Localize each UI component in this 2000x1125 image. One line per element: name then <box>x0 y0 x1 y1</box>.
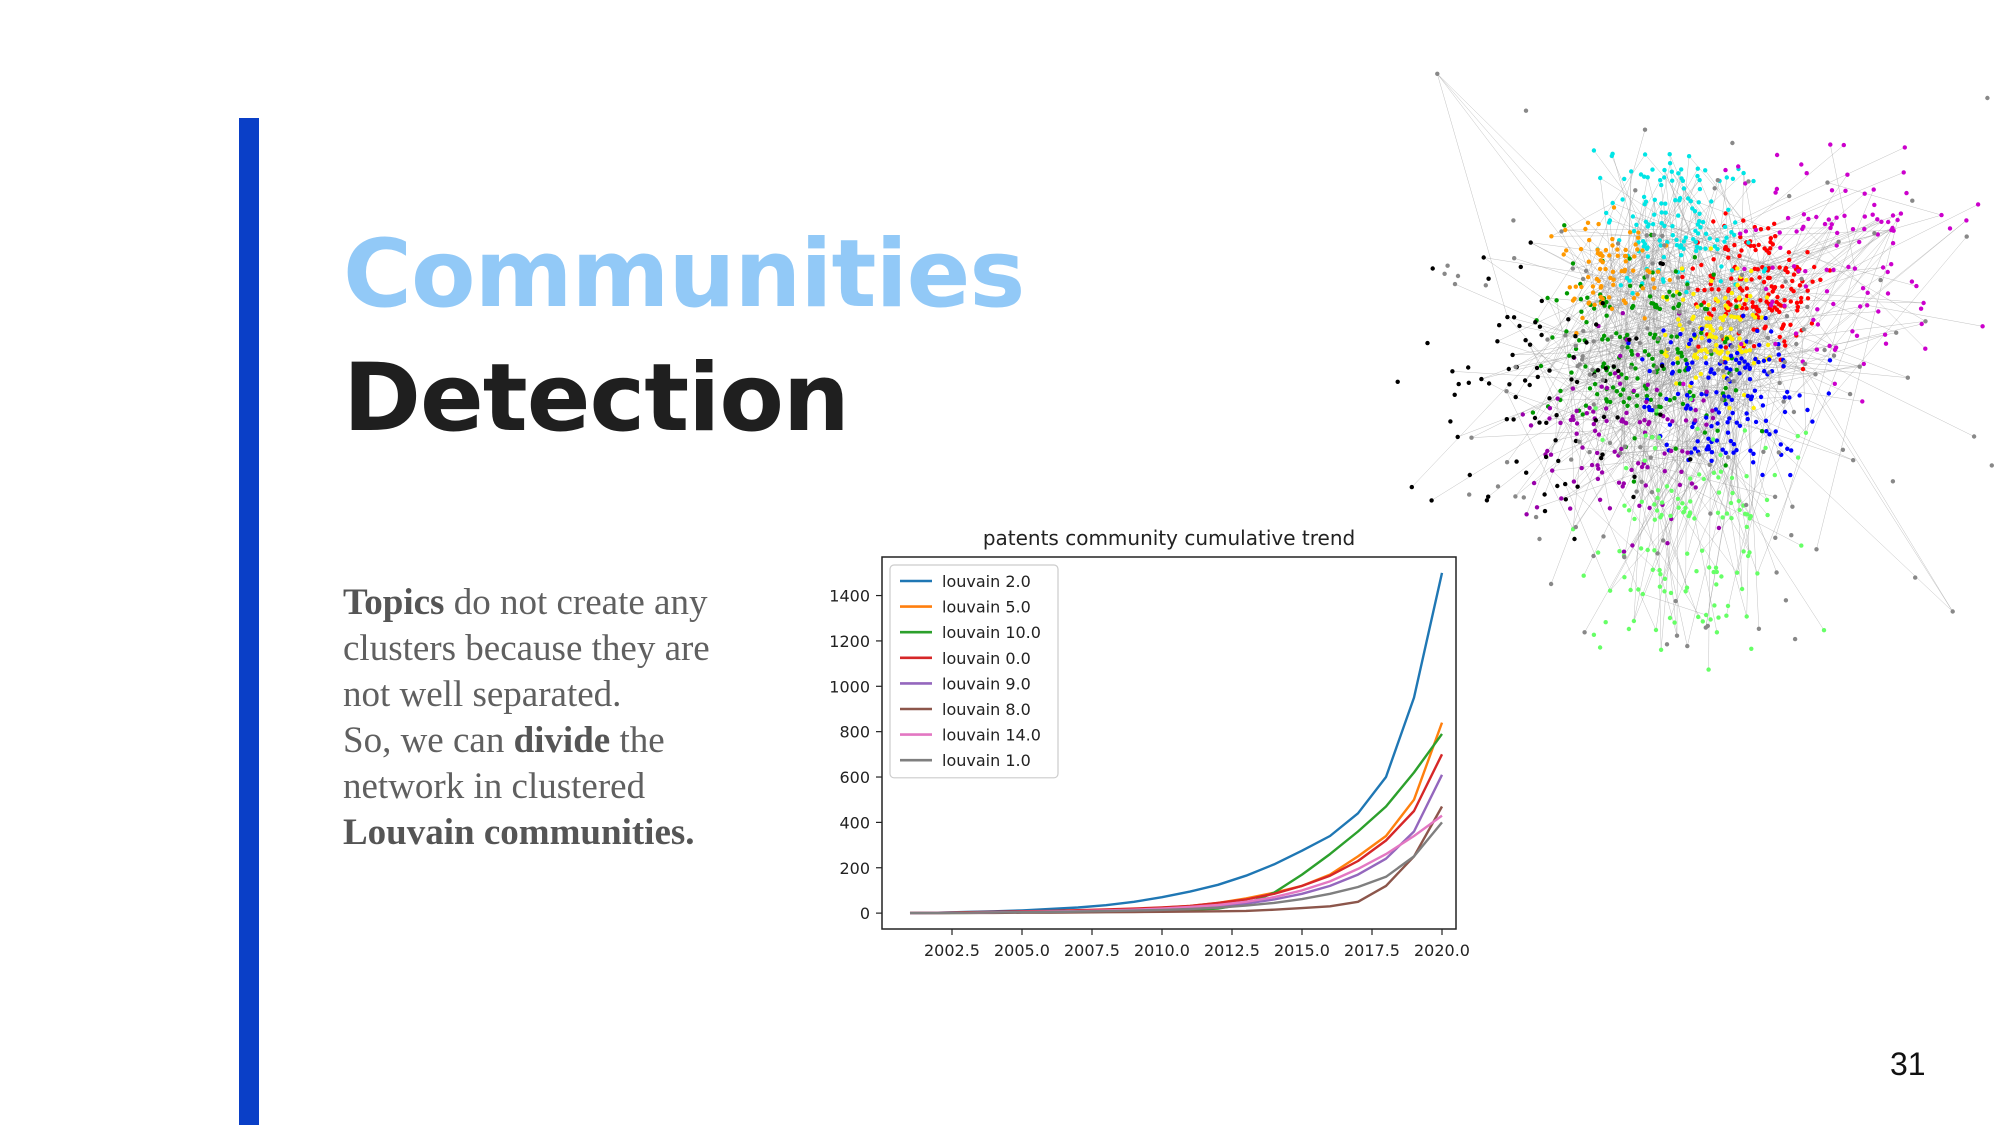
y-tick-label: 1400 <box>829 587 870 606</box>
legend-label: louvain 14.0 <box>942 726 1041 745</box>
body-line2: clusters because they are <box>343 628 710 669</box>
y-tick-label: 200 <box>839 859 870 878</box>
y-tick-label: 600 <box>839 768 870 787</box>
louvain-bold: Louvain communities. <box>343 812 695 853</box>
y-tick-label: 400 <box>839 813 870 832</box>
trend-chart: patents community cumulative trend 2002.5… <box>829 526 1470 960</box>
topics-bold: Topics <box>343 582 445 623</box>
legend-label: louvain 0.0 <box>942 649 1031 668</box>
x-tick-label: 2017.5 <box>1344 941 1400 960</box>
x-tick-label: 2020.0 <box>1414 941 1470 960</box>
y-tick-label: 1000 <box>829 677 870 696</box>
legend-box <box>889 564 1059 779</box>
series-line <box>909 821 1443 915</box>
series-line <box>910 805 1444 915</box>
title-detection: Detection <box>343 344 850 453</box>
network-graph-illustration <box>1395 71 1994 672</box>
divide-bold: divide <box>513 720 611 761</box>
x-tick-label: 2007.5 <box>1064 941 1120 960</box>
y-tick-label: 800 <box>839 723 870 742</box>
page-number: 31 <box>1890 1046 1926 1082</box>
legend-label: louvain 2.0 <box>942 572 1031 591</box>
x-tick-label: 2010.0 <box>1134 941 1190 960</box>
legend-label: louvain 10.0 <box>942 623 1041 642</box>
network-nodes <box>1395 71 1994 672</box>
x-tick-label: 2005.0 <box>994 941 1050 960</box>
body-paragraph: Topics do not create any clusters because… <box>343 580 793 856</box>
body-line5: network in clustered <box>343 766 646 807</box>
body-line4-start: So, we can <box>343 720 514 761</box>
x-tick-label: 2012.5 <box>1204 941 1260 960</box>
series-line <box>909 774 1444 915</box>
legend-label: louvain 8.0 <box>942 700 1031 719</box>
legend-label: louvain 9.0 <box>942 674 1031 693</box>
x-tick-label: 2015.0 <box>1274 941 1330 960</box>
title-communities: Communities <box>343 220 1025 329</box>
legend-label: louvain 1.0 <box>942 751 1031 770</box>
legend-label: louvain 5.0 <box>942 598 1031 617</box>
body-line3: not well separated. <box>343 674 622 715</box>
plot-frame <box>881 556 1457 930</box>
accent-bar <box>239 118 259 1125</box>
chart-title: patents community cumulative trend <box>983 526 1355 550</box>
network-edges <box>1411 73 1983 670</box>
x-tick-label: 2002.5 <box>924 941 980 960</box>
y-tick-label: 1200 <box>829 632 870 651</box>
body-line1: do not create any <box>444 582 708 623</box>
body-line4-end: the <box>610 720 665 761</box>
y-tick-label: 0 <box>860 904 870 923</box>
